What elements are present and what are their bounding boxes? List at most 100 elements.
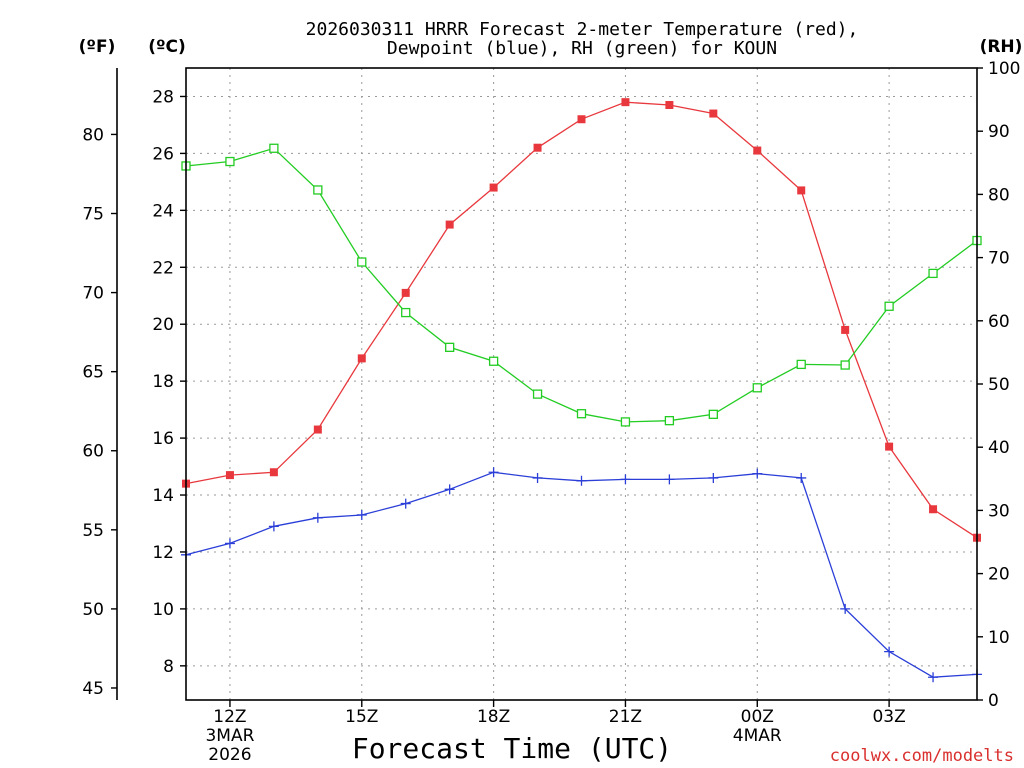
c-tick-label: 24 bbox=[152, 201, 174, 221]
c-tick-label: 26 bbox=[152, 144, 174, 164]
rh-point bbox=[445, 342, 455, 352]
rh-point bbox=[532, 389, 543, 399]
dewpoint-point bbox=[356, 509, 367, 520]
data-series bbox=[181, 98, 982, 683]
c-tick-label: 18 bbox=[152, 372, 174, 392]
dewpoint-point bbox=[620, 474, 631, 485]
rh-point bbox=[708, 409, 718, 419]
dewpoint-line bbox=[185, 471, 978, 678]
x-tick-date-label: 3MAR bbox=[205, 726, 254, 746]
temperature-point bbox=[753, 146, 762, 155]
x-tick-label: 21Z bbox=[609, 707, 642, 727]
f-tick-label: 70 bbox=[82, 284, 104, 304]
x-tick-label: 03Z bbox=[872, 707, 905, 727]
rh-point bbox=[269, 143, 279, 153]
dewpoint-point bbox=[752, 468, 763, 479]
temperature-point bbox=[577, 115, 586, 124]
series-rh bbox=[181, 143, 982, 427]
gridlines bbox=[186, 68, 977, 700]
c-tick-label: 20 bbox=[152, 315, 174, 335]
chart-title-line2: Dewpoint (blue), RH (green) for KOUN bbox=[387, 38, 777, 59]
temperature-point bbox=[445, 220, 454, 229]
f-tick-label: 45 bbox=[82, 679, 104, 699]
dewpoint-point bbox=[224, 538, 235, 549]
c-tick-label: 12 bbox=[152, 543, 174, 563]
rh-tick-label: 50 bbox=[988, 375, 1010, 395]
series-dewpoint bbox=[181, 467, 982, 683]
temperature-point bbox=[929, 505, 938, 514]
dewpoint-point bbox=[928, 672, 939, 683]
rh-tick-label: 30 bbox=[988, 501, 1010, 521]
dewpoint-point bbox=[488, 467, 499, 478]
temperature-point bbox=[885, 442, 894, 451]
rh-point bbox=[313, 185, 323, 195]
rh-point bbox=[840, 360, 850, 370]
rh-point bbox=[928, 268, 938, 279]
dewpoint-point bbox=[840, 603, 851, 614]
temperature-point bbox=[489, 183, 498, 192]
chart-title-line1: 2026030311 HRRR Forecast 2-meter Tempera… bbox=[306, 19, 859, 40]
f-tick-label: 55 bbox=[82, 521, 104, 541]
temperature-point bbox=[665, 101, 674, 110]
c-tick-label: 22 bbox=[152, 258, 174, 278]
x-tick-label: 12Z bbox=[213, 707, 246, 727]
temperature-point bbox=[533, 143, 542, 152]
f-tick-label: 65 bbox=[82, 363, 104, 383]
axes: 8 10 12 14 16 18 20 22 24 26 28 45 50 55 60 65 70 75 80 0 10… bbox=[82, 59, 1020, 765]
rh-tick-label: 80 bbox=[988, 185, 1010, 205]
dewpoint-point bbox=[532, 472, 543, 483]
rh-point bbox=[664, 416, 675, 426]
celsius-axis-unit: (ºC) bbox=[148, 37, 186, 57]
temperature-point bbox=[269, 468, 278, 477]
rh-point bbox=[225, 156, 235, 167]
plot-frame bbox=[185, 67, 978, 701]
rh-tick-label: 90 bbox=[988, 122, 1010, 142]
c-tick-label: 14 bbox=[152, 486, 174, 506]
rh-point bbox=[620, 417, 631, 427]
rh-point bbox=[576, 409, 587, 419]
dewpoint-point bbox=[664, 474, 675, 485]
dewpoint-point bbox=[444, 484, 455, 495]
temperature-point bbox=[357, 354, 366, 363]
x-axis-label: Forecast Time (UTC) bbox=[352, 732, 672, 765]
rh-tick-label: 10 bbox=[988, 628, 1010, 648]
temperature-point bbox=[709, 109, 718, 118]
x-tick-label: 18Z bbox=[477, 707, 510, 727]
rh-point bbox=[752, 383, 762, 393]
rh-axis-unit: (RH) bbox=[980, 37, 1023, 57]
rh-tick-label: 40 bbox=[988, 438, 1010, 458]
f-tick-label: 75 bbox=[82, 205, 104, 225]
temperature-point bbox=[313, 425, 322, 434]
dewpoint-point bbox=[268, 521, 279, 532]
x-tick-date-label: 4MAR bbox=[733, 726, 782, 746]
x-tick-label: 00Z bbox=[741, 707, 774, 727]
c-tick-label: 10 bbox=[152, 600, 174, 620]
temperature-line bbox=[185, 101, 978, 539]
rh-point bbox=[796, 359, 806, 370]
f-tick-label: 50 bbox=[82, 600, 104, 620]
x-tick-year-label: 2026 bbox=[208, 745, 251, 765]
f-tick-label: 80 bbox=[82, 125, 104, 145]
dewpoint-point bbox=[708, 472, 719, 483]
rh-point bbox=[488, 356, 499, 366]
temperature-point bbox=[401, 288, 410, 297]
rh-tick-label: 0 bbox=[988, 691, 999, 711]
dewpoint-point bbox=[884, 646, 895, 657]
temperature-point bbox=[225, 471, 234, 480]
rh-point bbox=[357, 257, 367, 267]
dewpoint-point bbox=[312, 512, 323, 523]
rh-point bbox=[401, 307, 411, 318]
c-tick-label: 16 bbox=[152, 429, 174, 449]
temperature-point bbox=[621, 98, 630, 107]
series-temperature bbox=[182, 98, 981, 542]
dewpoint-point bbox=[796, 472, 807, 483]
dewpoint-point bbox=[400, 498, 411, 509]
rh-tick-label: 60 bbox=[988, 312, 1010, 332]
f-tick-label: 60 bbox=[82, 442, 104, 462]
temperature-point bbox=[797, 186, 806, 195]
rh-tick-label: 100 bbox=[988, 59, 1020, 79]
temperature-point bbox=[841, 325, 850, 334]
rh-tick-label: 20 bbox=[988, 565, 1010, 585]
rh-point bbox=[884, 301, 894, 311]
c-tick-label: 8 bbox=[163, 657, 174, 677]
